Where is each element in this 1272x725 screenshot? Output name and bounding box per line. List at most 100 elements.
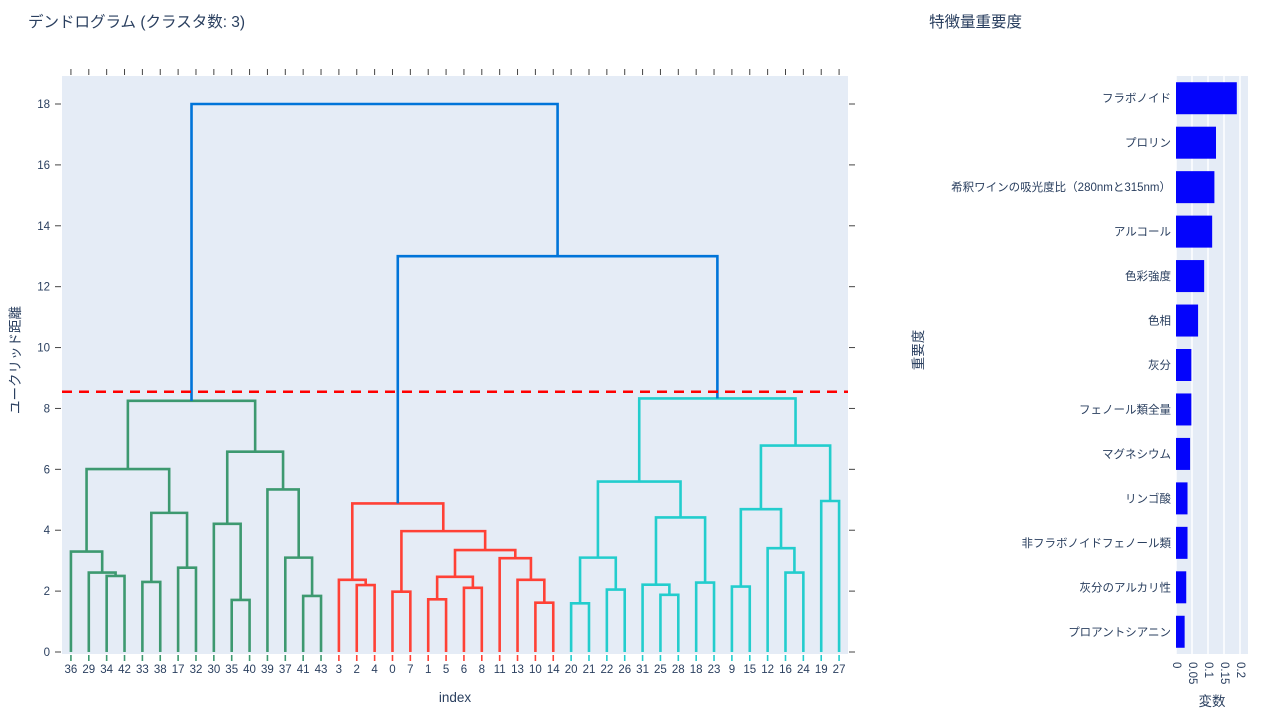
leaf-label: 26 xyxy=(618,664,631,676)
leaf-label: 18 xyxy=(690,664,703,676)
ytick-label: 16 xyxy=(37,160,50,172)
leaf-label: 23 xyxy=(708,664,721,676)
importance-xtick-label: 0 xyxy=(1170,662,1182,668)
dendrogram-leaf-ticks: 36 29 34 42 33 38 17 32 30 35 40 39 37 41 43 3 2 4 0 7 1 5 6 8 1… xyxy=(65,69,846,676)
importance-bar-label: 色相 xyxy=(1148,314,1171,328)
importance-bar[interactable] xyxy=(1176,260,1205,293)
dendrogram-link xyxy=(69,550,104,652)
leaf-label: 9 xyxy=(729,664,735,676)
importance-bar[interactable] xyxy=(1176,126,1216,159)
dendrogram-link xyxy=(453,548,517,577)
importance-xaxis-title: 変数 xyxy=(1198,694,1226,709)
leaf-label: 31 xyxy=(636,664,649,676)
leaf-label: 14 xyxy=(547,664,560,676)
leaf-label: 22 xyxy=(600,664,613,676)
leaf-label: 32 xyxy=(190,664,203,676)
ytick-label: 10 xyxy=(37,343,50,355)
importance-xaxis: 0 0.05 0.1 0.15 0.2 xyxy=(1170,662,1246,684)
importance-bar-label: プロリン xyxy=(1125,137,1171,150)
dendrogram-link xyxy=(578,556,618,604)
leaf-label: 34 xyxy=(100,664,113,676)
importance-title: 特徴量重要度 xyxy=(929,14,1023,31)
ytick-label: 8 xyxy=(44,403,50,415)
importance-bar-label: 非フラボノイドフェノール類 xyxy=(1022,537,1172,550)
importance-yaxis-title: 重要度 xyxy=(911,329,926,371)
leaf-label: 43 xyxy=(315,664,328,676)
importance-xtick-label: 0.2 xyxy=(1234,662,1246,678)
leaf-label: 38 xyxy=(154,664,167,676)
dendrogram-link xyxy=(426,598,448,652)
importance-bar-label: プロアントシアニン xyxy=(1068,626,1171,639)
importance-bar[interactable] xyxy=(1176,349,1192,381)
ytick-label: 0 xyxy=(44,647,50,659)
leaf-label: 33 xyxy=(136,664,149,676)
importance-bar-label: 色彩強度 xyxy=(1125,269,1171,283)
ytick-label: 12 xyxy=(37,282,50,294)
importance-bar[interactable] xyxy=(1176,571,1187,604)
dendrogram-link xyxy=(569,601,591,652)
importance-bar-label: マグネシウム xyxy=(1102,447,1171,461)
leaf-label: 24 xyxy=(797,664,810,676)
leaf-label: 42 xyxy=(118,664,131,676)
leaf-label: 41 xyxy=(297,664,310,676)
importance-bar-label: フラボノイド xyxy=(1102,92,1171,105)
dendrogram-link xyxy=(283,556,314,652)
importance-bar[interactable] xyxy=(1176,437,1191,470)
importance-xtick-label: 0.1 xyxy=(1202,662,1214,678)
dendrogram-link xyxy=(212,522,242,652)
leaf-label: 19 xyxy=(815,664,828,676)
dendrogram-link xyxy=(150,511,189,582)
leaf-label: 12 xyxy=(761,664,774,676)
ytick-label: 4 xyxy=(44,525,51,537)
importance-bar[interactable] xyxy=(1176,393,1192,426)
leaf-label: 30 xyxy=(207,664,220,676)
importance-bar[interactable] xyxy=(1176,215,1213,248)
dendrogram-link xyxy=(391,590,412,652)
importance-bar[interactable] xyxy=(1176,482,1188,515)
dendrogram-link xyxy=(641,583,671,652)
dendrogram-links xyxy=(69,102,841,652)
leaf-label: 28 xyxy=(672,664,685,676)
leaf-label: 8 xyxy=(479,664,485,676)
leaf-label: 1 xyxy=(425,664,431,676)
leaf-label: 15 xyxy=(743,664,756,676)
dendrogram-link xyxy=(739,507,783,587)
ytick-label: 18 xyxy=(37,99,50,111)
leaf-label: 36 xyxy=(65,664,78,676)
importance-bar[interactable] xyxy=(1176,526,1188,559)
leaf-label: 10 xyxy=(529,664,542,676)
leaf-label: 6 xyxy=(461,664,467,676)
dendrogram-link xyxy=(694,581,716,652)
importance-bar[interactable] xyxy=(1176,615,1185,648)
leaf-label: 35 xyxy=(225,664,238,676)
dendrogram-link xyxy=(141,580,162,652)
leaf-label: 37 xyxy=(279,664,292,676)
dendrogram-link xyxy=(516,578,546,652)
dendrogram-link xyxy=(85,467,171,552)
dendrogram-link xyxy=(819,499,841,652)
leaf-label: 20 xyxy=(565,664,578,676)
dendrogram-link xyxy=(230,598,251,652)
importance-xtick-label: 0.15 xyxy=(1218,662,1230,684)
leaf-label: 5 xyxy=(443,664,449,676)
leaf-label: 7 xyxy=(407,664,413,676)
leaf-label: 27 xyxy=(833,664,846,676)
leaf-label: 39 xyxy=(261,664,274,676)
dendrogram-chart: 36 29 34 42 33 38 17 32 30 35 40 39 37 41 43 3 2 4 0 7 1 5 6 8 1… xyxy=(37,69,855,676)
leaf-label: 16 xyxy=(779,664,792,676)
importance-bar[interactable] xyxy=(1176,171,1215,204)
importance-bar-label: リンゴ酸 xyxy=(1125,491,1171,505)
importance-bar-label: アルコール xyxy=(1114,227,1171,239)
dendrogram-link xyxy=(337,578,367,652)
leaf-label: 2 xyxy=(354,664,360,676)
importance-bar[interactable] xyxy=(1176,82,1237,115)
ytick-label: 2 xyxy=(44,586,50,598)
ytick-label: 14 xyxy=(37,221,50,233)
dendrogram-yaxis: 0 2 4 6 8 10 12 14 16 18 xyxy=(37,99,855,659)
leaf-label: 21 xyxy=(583,664,596,676)
dendrogram-link xyxy=(534,601,555,652)
importance-bar[interactable] xyxy=(1176,304,1199,337)
leaf-label: 11 xyxy=(494,664,506,676)
